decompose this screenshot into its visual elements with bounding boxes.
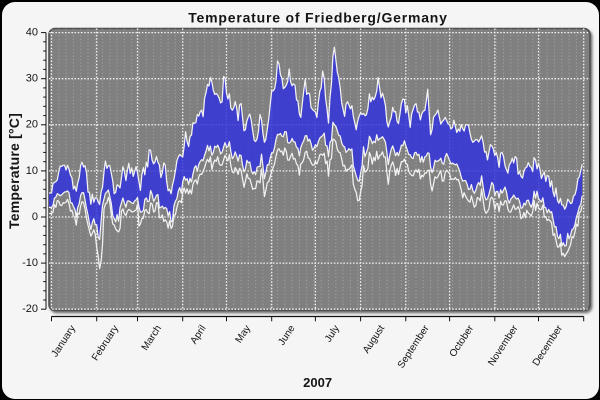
svg-text:10: 10: [26, 165, 38, 177]
svg-text:October: October: [448, 323, 477, 359]
svg-text:Temperature [°C]: Temperature [°C]: [6, 113, 22, 229]
svg-text:September: September: [396, 323, 432, 371]
svg-text:December: December: [531, 323, 566, 368]
svg-text:40: 40: [26, 27, 38, 39]
svg-text:0: 0: [32, 211, 38, 223]
svg-text:August: August: [361, 323, 387, 355]
svg-text:Temperature of Friedberg/Germa: Temperature of Friedberg/Germany: [188, 10, 448, 26]
svg-text:-20: -20: [22, 303, 38, 315]
svg-text:-10: -10: [22, 257, 38, 269]
svg-text:30: 30: [26, 73, 38, 85]
svg-text:February: February: [90, 323, 121, 363]
svg-text:2007: 2007: [303, 375, 332, 390]
svg-text:May: May: [234, 323, 254, 345]
svg-text:November: November: [486, 323, 521, 368]
svg-text:June: June: [276, 323, 297, 348]
svg-text:20: 20: [26, 119, 38, 131]
svg-text:April: April: [188, 323, 208, 346]
svg-text:January: January: [50, 323, 79, 359]
svg-text:July: July: [323, 323, 342, 344]
svg-text:March: March: [140, 323, 164, 352]
